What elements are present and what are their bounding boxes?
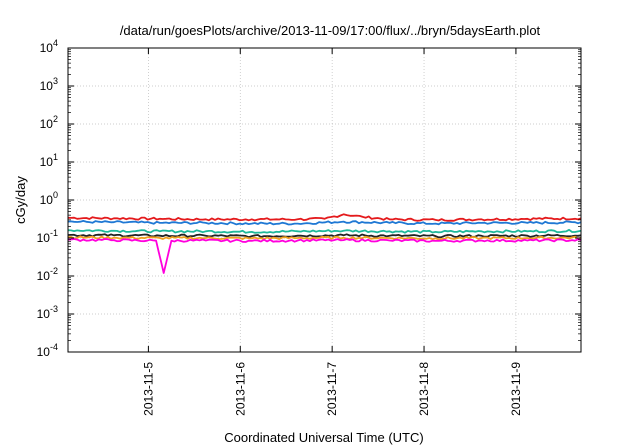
y-tick-base: 10 bbox=[40, 41, 54, 55]
series-line-2 bbox=[67, 220, 582, 226]
y-tick-base: 10 bbox=[40, 79, 54, 93]
y-tick-label: 10-4 bbox=[37, 342, 58, 359]
y-tick-label: 101 bbox=[40, 152, 58, 169]
x-tick-label: 2013-11-9 bbox=[509, 362, 523, 416]
y-tick-base: 10 bbox=[37, 307, 51, 321]
y-tick-label: 10-3 bbox=[37, 304, 58, 321]
y-tick-exponent: -3 bbox=[50, 304, 58, 314]
y-tick-exponent: 2 bbox=[53, 114, 58, 124]
y-tick-base: 10 bbox=[40, 155, 54, 169]
y-tick-label: 102 bbox=[40, 114, 58, 131]
y-tick-base: 10 bbox=[37, 345, 51, 359]
y-tick-label: 104 bbox=[40, 38, 58, 55]
y-tick-exponent: 0 bbox=[53, 190, 58, 200]
y-tick-exponent: -4 bbox=[50, 342, 58, 352]
x-tick-label: 2013-11-8 bbox=[417, 362, 431, 416]
y-tick-label: 10-1 bbox=[37, 228, 58, 245]
plot-frame bbox=[67, 47, 582, 353]
y-tick-base: 10 bbox=[37, 269, 51, 283]
x-tick-label: 2013-11-6 bbox=[233, 362, 247, 416]
series-layer bbox=[67, 213, 582, 274]
y-axis-label: cGy/day bbox=[13, 176, 28, 224]
y-tick-label: 103 bbox=[40, 76, 58, 93]
series-line-4 bbox=[67, 233, 582, 239]
y-tick-base: 10 bbox=[40, 117, 54, 131]
y-tick-exponent: 4 bbox=[53, 38, 58, 48]
x-tick-label: 2013-11-7 bbox=[325, 362, 339, 416]
series-line-5 bbox=[67, 235, 582, 241]
series-line-6 bbox=[67, 238, 582, 274]
y-tick-exponent: -1 bbox=[50, 228, 58, 238]
x-axis-label: Coordinated Universal Time (UTC) bbox=[224, 430, 423, 445]
y-tick-label: 100 bbox=[40, 190, 58, 207]
grid-layer bbox=[68, 48, 581, 352]
series-line-1 bbox=[67, 213, 582, 222]
chart-title: /data/run/goesPlots/archive/2013-11-09/1… bbox=[120, 23, 541, 38]
y-tick-exponent: -2 bbox=[50, 266, 58, 276]
y-tick-exponent: 3 bbox=[53, 76, 58, 86]
y-tick-base: 10 bbox=[40, 193, 54, 207]
x-tick-label: 2013-11-5 bbox=[141, 362, 155, 416]
series-line-3 bbox=[67, 228, 582, 234]
y-tick-exponent: 1 bbox=[53, 152, 58, 162]
y-tick-base: 10 bbox=[37, 231, 51, 245]
y-tick-label: 10-2 bbox=[37, 266, 58, 283]
x-axis: 2013-11-5 2013-11-6 2013-11-7 2013-11-8 2013… bbox=[141, 48, 523, 416]
